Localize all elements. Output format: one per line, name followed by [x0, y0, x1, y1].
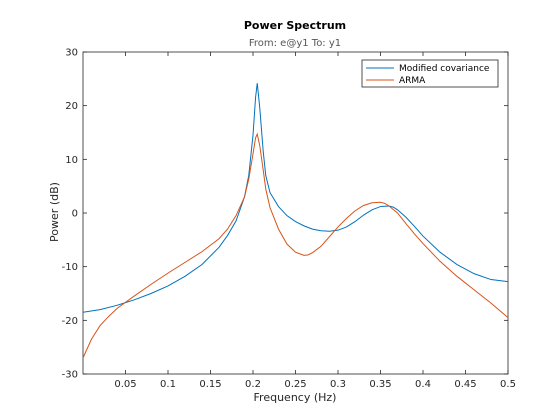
y-tick-label: -10	[62, 262, 78, 273]
series-line-modified-covariance	[83, 83, 508, 313]
legend-entry: Modified covariance	[399, 64, 490, 74]
x-tick-label: 0.2	[245, 379, 261, 390]
y-tick-label: 20	[65, 101, 78, 112]
legend-box	[361, 59, 499, 88]
x-tick-label: 0.45	[454, 379, 476, 390]
x-tick-label: 0.15	[199, 379, 221, 390]
x-tick-label: 0.5	[500, 379, 516, 390]
legend-entry: ARMA	[399, 76, 426, 86]
axes-box	[82, 51, 509, 375]
series-line-arma	[83, 132, 508, 359]
y-axis-label: Power (dB)	[48, 182, 61, 242]
x-tick-label: 0.3	[330, 379, 346, 390]
y-tick-label: -20	[62, 316, 78, 327]
y-tick-label: 30	[65, 48, 78, 59]
x-tick-label: 0.25	[284, 379, 306, 390]
x-tick-label: 0.4	[415, 379, 431, 390]
x-tick-label: 0.35	[369, 379, 391, 390]
chart-subtitle: From: e@y1 To: y1	[249, 38, 341, 49]
chart-title: Power Spectrum	[244, 19, 346, 32]
plot-area: 0.05 0.1 0.15 0.2 0.25 0.3 0.35 0.4 0.45 0.5 -30 -2…	[62, 48, 516, 391]
y-tick-label: -30	[62, 370, 78, 381]
x-tick-label: 0.1	[160, 379, 176, 390]
y-tick-label: 10	[65, 155, 78, 166]
x-tick-label: 0.05	[114, 379, 136, 390]
y-tick-label: 0	[72, 209, 78, 220]
x-axis-label: Frequency (Hz)	[254, 391, 337, 404]
